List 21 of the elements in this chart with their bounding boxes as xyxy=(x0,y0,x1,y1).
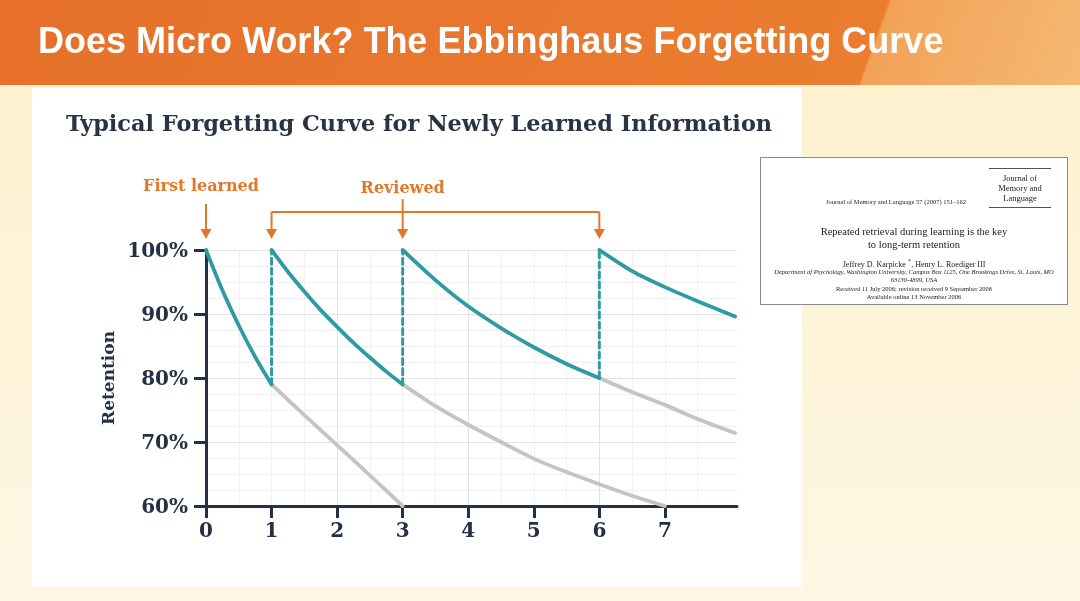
x-tick-label: 7 xyxy=(657,518,672,542)
chart-title: Does Micro Work? The Ebbinghaus Forgetting Curve xyxy=(38,20,944,62)
x-tick-label: 6 xyxy=(592,518,607,542)
y-tick-label: 90% xyxy=(141,302,188,326)
y-tick-label: 70% xyxy=(141,430,188,454)
line-series xyxy=(400,382,667,508)
y-tick-label: 60% xyxy=(141,494,188,518)
y-axis-title: Retention xyxy=(97,331,118,425)
x-tick-label: 4 xyxy=(461,518,476,542)
line-series xyxy=(597,376,737,435)
x-tick-label: 2 xyxy=(330,518,345,542)
x-tick-label: 5 xyxy=(526,518,541,542)
text: Reviewed xyxy=(360,177,445,197)
x-tick-label: 3 xyxy=(395,518,410,542)
chart-subtitle: Typical Forgetting Curve for Newly Learned Information xyxy=(66,110,773,136)
y-tick-label: 100% xyxy=(127,238,188,262)
x-tick-label: 1 xyxy=(264,518,279,542)
x-tick-label: 0 xyxy=(199,518,213,542)
text: First learned xyxy=(143,175,259,195)
y-tick-label: 80% xyxy=(141,366,188,390)
line-series xyxy=(269,382,405,508)
